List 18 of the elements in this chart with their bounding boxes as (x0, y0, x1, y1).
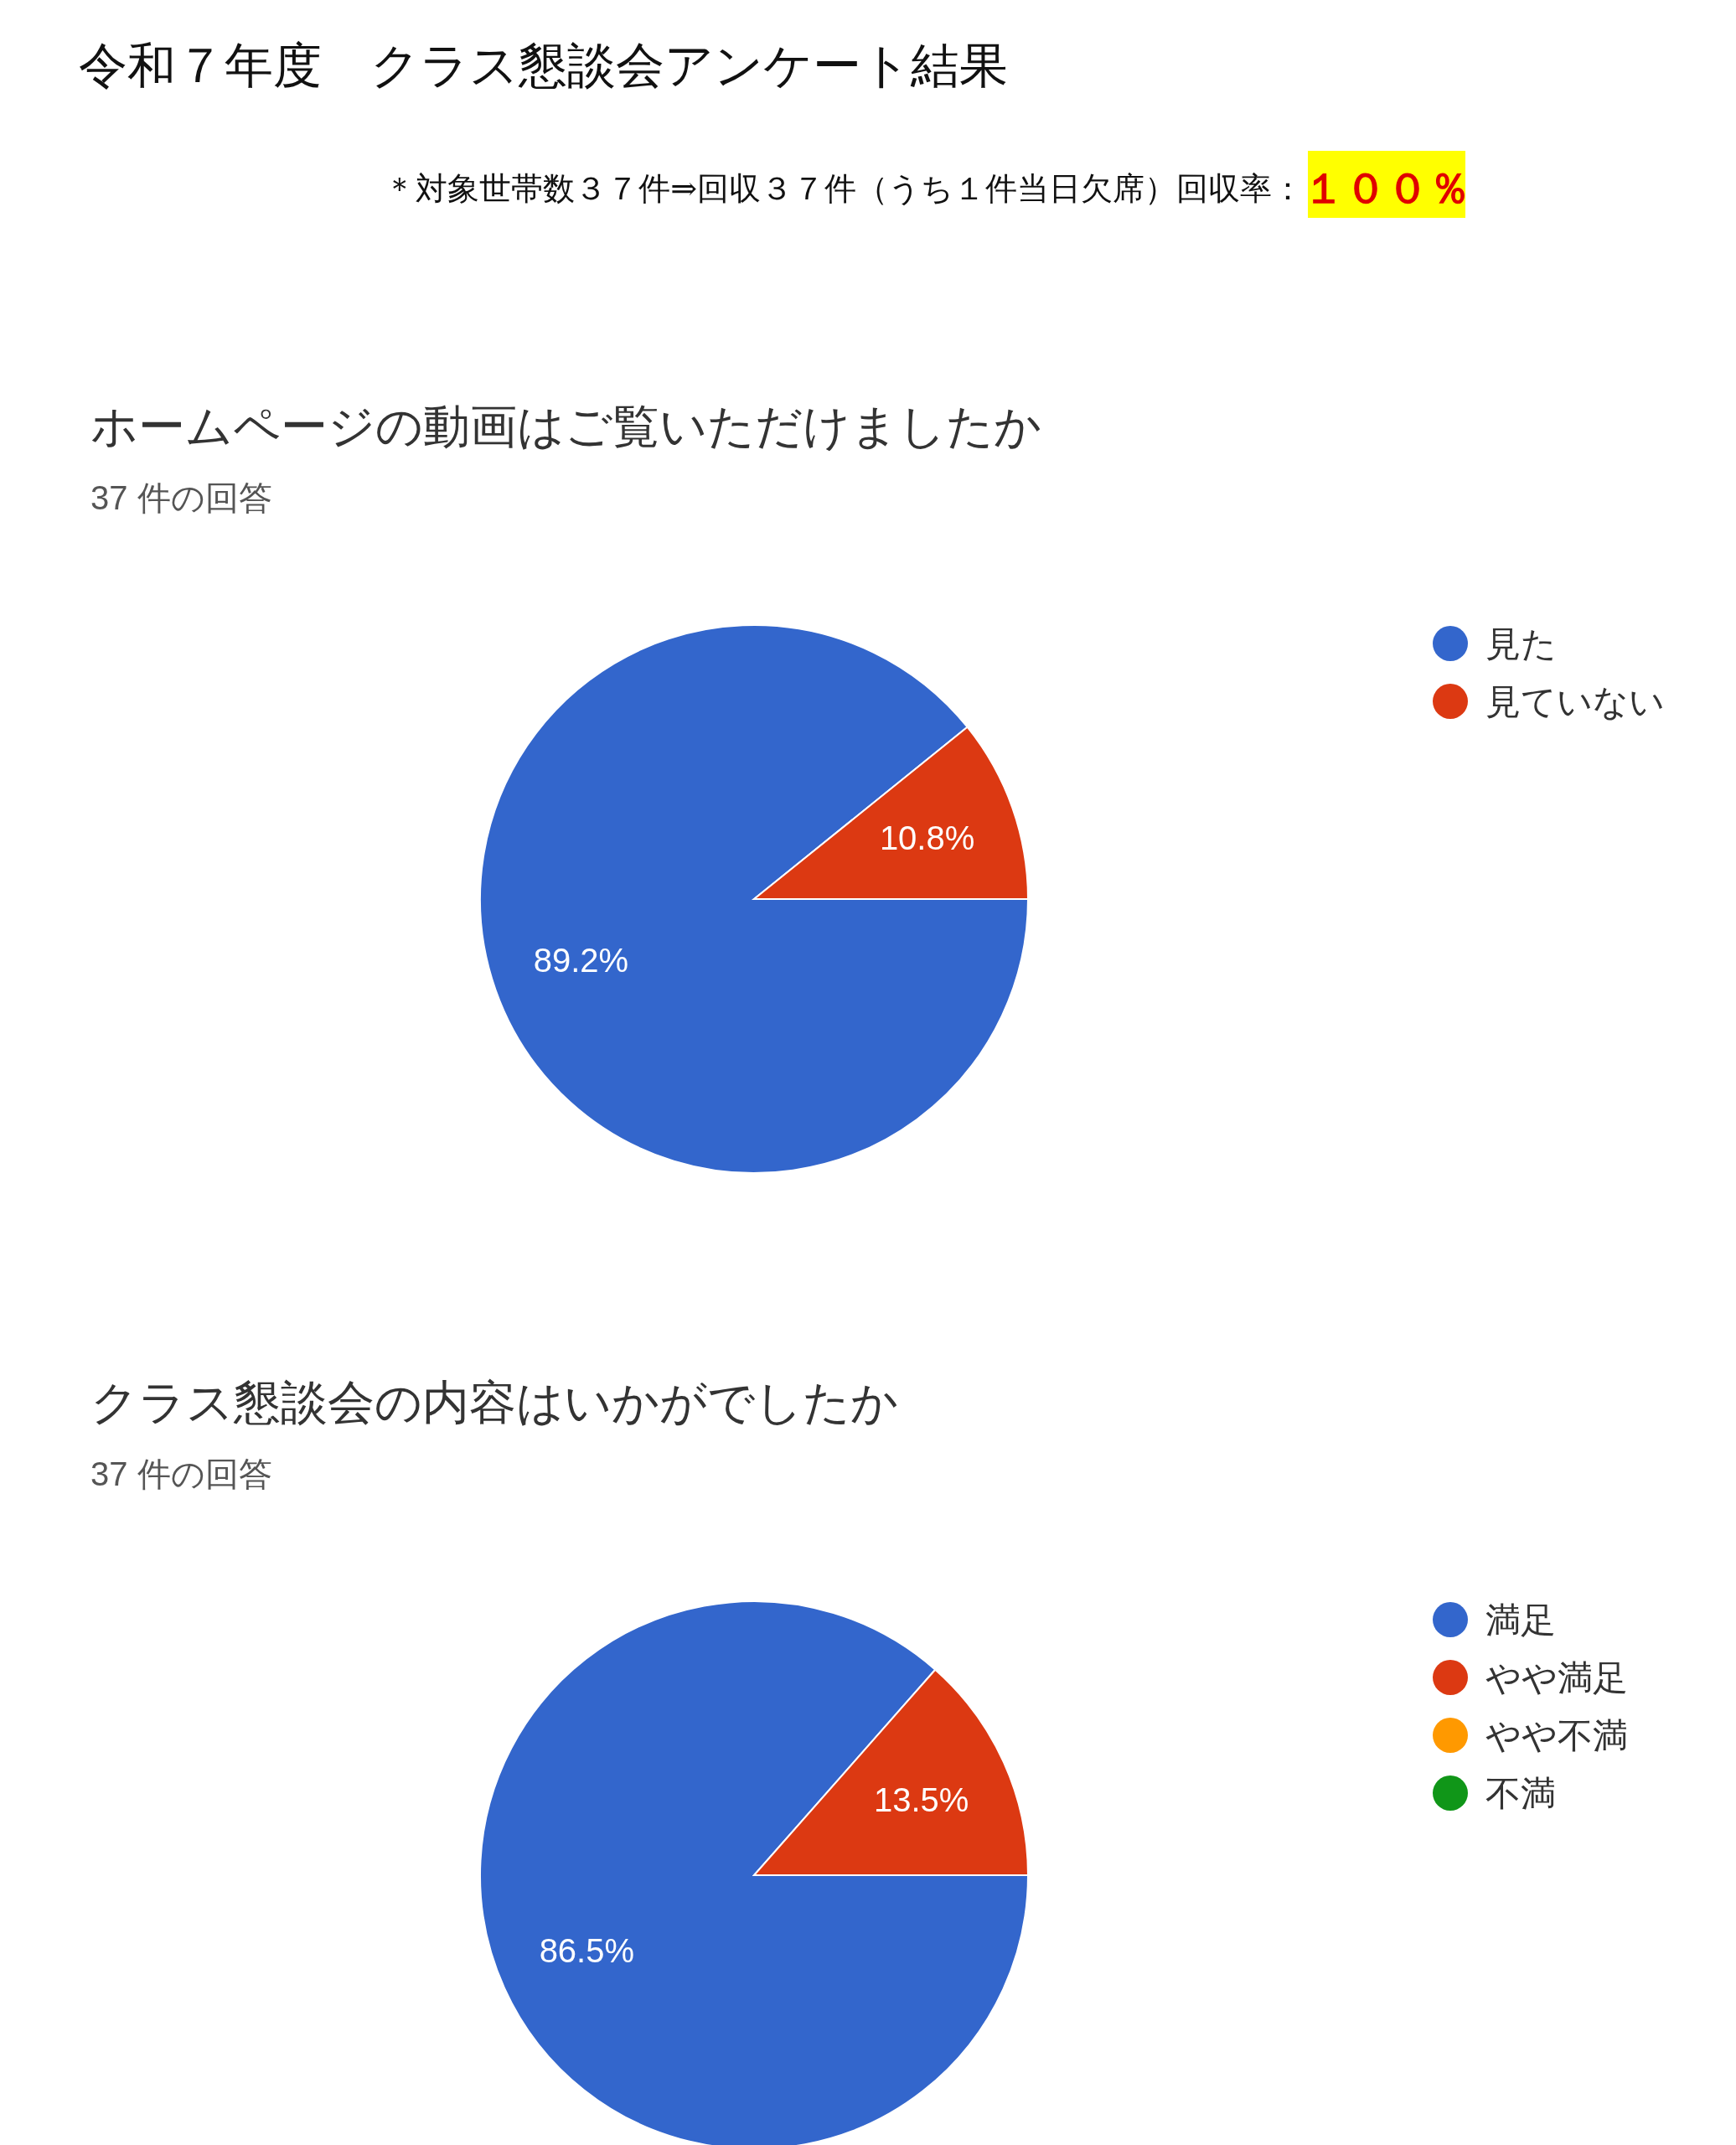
legend-label: 見ていない (1485, 681, 1665, 721)
chart-title: ホームページの動画はご覧いただけましたか (90, 400, 1041, 452)
text: １００％ (1303, 165, 1470, 212)
pie-slice (479, 624, 1029, 1174)
legend-label: やや不満 (1485, 1715, 1628, 1755)
legend-label: 見た (1485, 623, 1557, 664)
data-label: 13.5% (873, 1781, 969, 1818)
legend-label: やや満足 (1485, 1657, 1628, 1698)
data-label: 10.8% (879, 819, 975, 857)
text: 37 件の回答 (90, 479, 272, 516)
legend-label: 不満 (1485, 1773, 1556, 1813)
text: 令和７年度 クラス懇談会アンケート結果 (79, 39, 1008, 93)
legend-label: 満足 (1485, 1600, 1556, 1640)
chart-title: クラス懇談会の内容はいかがでしたか (90, 1376, 898, 1429)
text: 37 件の回答 (90, 1455, 272, 1492)
data-label: 86.5% (539, 1932, 635, 1970)
data-label: 89.2% (533, 941, 629, 979)
text: ＊対象世帯数３７件⇒回収３７件（うち１件当日欠席）回収率： (384, 171, 1304, 206)
